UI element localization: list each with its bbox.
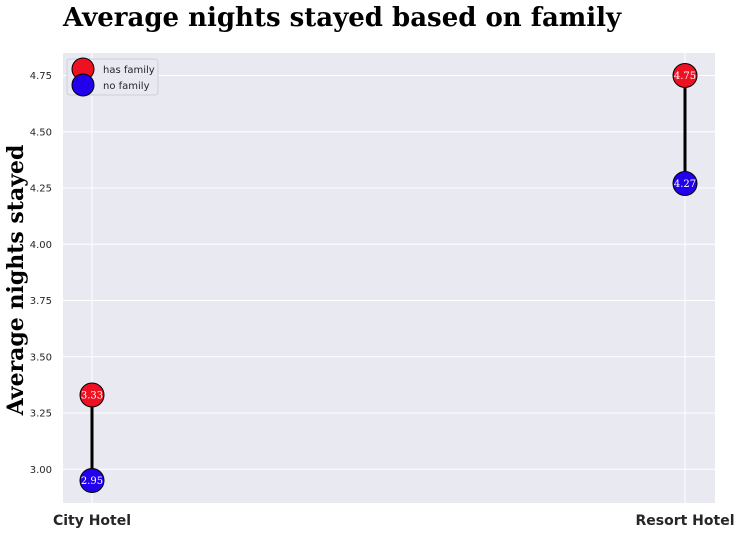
data-point (672, 63, 698, 88)
data-points: 3.33 4.75 2.95 4.27 (79, 63, 698, 493)
x-tick-label: Resort Hotel (635, 513, 734, 529)
grid-lines (63, 53, 715, 503)
y-tick-labels: 3.00 3.25 3.50 3.75 4.00 4.25 4.50 4.75 (30, 71, 52, 476)
y-tick-label: 3.25 (30, 409, 52, 420)
data-label: 3.33 (81, 391, 103, 402)
connectors (90, 75, 687, 481)
legend: has family no family (66, 57, 159, 97)
data-label: 2.95 (81, 476, 103, 487)
x-tick-labels: City Hotel Resort Hotel (53, 513, 735, 529)
y-tick-label: 3.00 (30, 465, 52, 476)
chart-title: Average nights stayed based on family (62, 3, 622, 33)
data-point (672, 171, 698, 196)
data-point (79, 382, 105, 408)
x-tick-label: City Hotel (53, 513, 131, 529)
y-tick-label: 3.50 (30, 352, 52, 363)
y-tick-label: 4.00 (30, 240, 52, 251)
y-axis-label: Average nights stayed (3, 145, 29, 417)
legend-label-no-family: no family (103, 81, 150, 92)
data-point (79, 468, 105, 493)
y-tick-label: 3.75 (30, 296, 52, 307)
legend-label-has-family: has family (103, 65, 155, 76)
data-label: 4.27 (674, 179, 696, 190)
data-label: 4.75 (674, 71, 696, 82)
y-tick-label: 4.75 (30, 71, 52, 82)
legend-marker-no-family (71, 73, 95, 97)
y-tick-label: 4.50 (30, 127, 52, 138)
y-tick-label: 4.25 (30, 184, 52, 195)
plot-area (63, 53, 715, 503)
